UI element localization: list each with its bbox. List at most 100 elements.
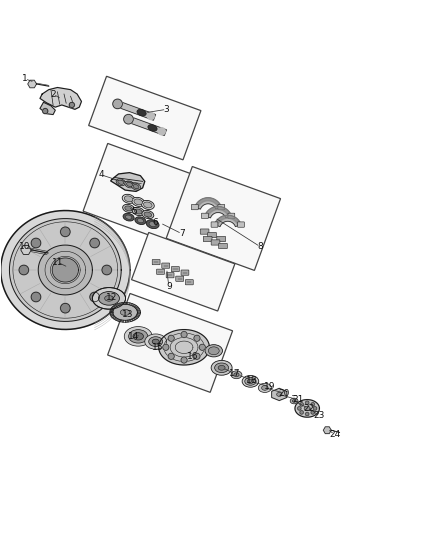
Text: 15: 15 — [152, 343, 164, 352]
Circle shape — [90, 292, 99, 302]
Ellipse shape — [231, 371, 242, 379]
Circle shape — [194, 335, 200, 341]
Circle shape — [42, 108, 48, 114]
Polygon shape — [272, 389, 287, 400]
FancyBboxPatch shape — [181, 270, 189, 275]
Ellipse shape — [132, 207, 144, 216]
Ellipse shape — [141, 200, 154, 209]
Ellipse shape — [125, 181, 134, 188]
Polygon shape — [295, 400, 319, 417]
Ellipse shape — [261, 385, 268, 390]
Ellipse shape — [148, 125, 157, 131]
Circle shape — [311, 410, 314, 414]
Polygon shape — [127, 116, 166, 135]
Ellipse shape — [135, 217, 146, 224]
Ellipse shape — [134, 209, 142, 214]
Ellipse shape — [138, 219, 144, 223]
Polygon shape — [21, 245, 31, 254]
Circle shape — [311, 402, 314, 406]
FancyBboxPatch shape — [171, 266, 179, 272]
Circle shape — [60, 227, 70, 237]
Ellipse shape — [146, 220, 159, 229]
Text: 3: 3 — [164, 105, 170, 114]
Circle shape — [147, 112, 154, 119]
Circle shape — [297, 407, 301, 410]
Circle shape — [158, 128, 165, 135]
Polygon shape — [117, 101, 155, 120]
Ellipse shape — [247, 379, 254, 384]
Ellipse shape — [258, 383, 272, 392]
FancyBboxPatch shape — [200, 229, 209, 234]
Text: 5: 5 — [131, 207, 137, 216]
Ellipse shape — [123, 204, 134, 213]
FancyBboxPatch shape — [219, 244, 227, 248]
Polygon shape — [215, 215, 240, 225]
Polygon shape — [159, 329, 209, 365]
Polygon shape — [166, 166, 280, 270]
Ellipse shape — [137, 109, 146, 116]
Text: 11: 11 — [52, 257, 63, 266]
Ellipse shape — [218, 366, 225, 370]
Polygon shape — [113, 304, 138, 320]
FancyBboxPatch shape — [201, 213, 208, 219]
Text: 19: 19 — [264, 382, 275, 391]
Ellipse shape — [124, 196, 133, 202]
Polygon shape — [40, 102, 55, 115]
Ellipse shape — [277, 392, 282, 397]
Ellipse shape — [134, 199, 142, 205]
Circle shape — [113, 99, 122, 109]
Polygon shape — [38, 245, 92, 295]
Ellipse shape — [105, 295, 113, 301]
Text: 8: 8 — [258, 243, 263, 252]
Polygon shape — [205, 207, 231, 216]
Text: 2: 2 — [50, 90, 56, 99]
Ellipse shape — [129, 329, 148, 343]
Circle shape — [181, 357, 187, 363]
Ellipse shape — [304, 406, 310, 410]
Ellipse shape — [144, 202, 152, 208]
Ellipse shape — [290, 398, 298, 404]
Polygon shape — [111, 173, 145, 191]
Ellipse shape — [292, 400, 296, 402]
Ellipse shape — [123, 213, 134, 221]
Polygon shape — [88, 76, 201, 160]
Polygon shape — [195, 198, 221, 207]
Ellipse shape — [149, 337, 162, 346]
Ellipse shape — [205, 345, 223, 357]
Ellipse shape — [133, 184, 139, 189]
Text: 10: 10 — [19, 243, 31, 252]
Ellipse shape — [145, 334, 166, 349]
Circle shape — [194, 353, 200, 359]
Ellipse shape — [127, 182, 132, 187]
Circle shape — [69, 102, 74, 108]
Circle shape — [31, 292, 41, 302]
Circle shape — [300, 402, 304, 406]
Ellipse shape — [118, 180, 124, 184]
Ellipse shape — [245, 377, 256, 385]
Circle shape — [60, 303, 70, 313]
Circle shape — [181, 332, 187, 337]
Ellipse shape — [152, 339, 159, 344]
Text: 1: 1 — [22, 74, 28, 83]
Circle shape — [102, 265, 112, 275]
Polygon shape — [205, 207, 231, 218]
FancyBboxPatch shape — [218, 205, 225, 210]
Text: 18: 18 — [246, 376, 258, 384]
FancyBboxPatch shape — [162, 263, 170, 268]
Text: 21: 21 — [292, 395, 303, 404]
FancyBboxPatch shape — [228, 213, 235, 219]
Circle shape — [163, 344, 169, 350]
Text: 12: 12 — [106, 293, 118, 302]
FancyBboxPatch shape — [211, 240, 220, 245]
Text: 14: 14 — [128, 332, 140, 341]
Ellipse shape — [125, 206, 132, 211]
Ellipse shape — [142, 211, 154, 219]
Polygon shape — [52, 258, 78, 282]
FancyBboxPatch shape — [176, 276, 184, 281]
Ellipse shape — [144, 212, 152, 217]
Text: 22: 22 — [303, 404, 314, 413]
Ellipse shape — [133, 333, 144, 340]
Text: 24: 24 — [329, 430, 340, 439]
FancyBboxPatch shape — [203, 236, 212, 241]
Circle shape — [199, 344, 205, 350]
